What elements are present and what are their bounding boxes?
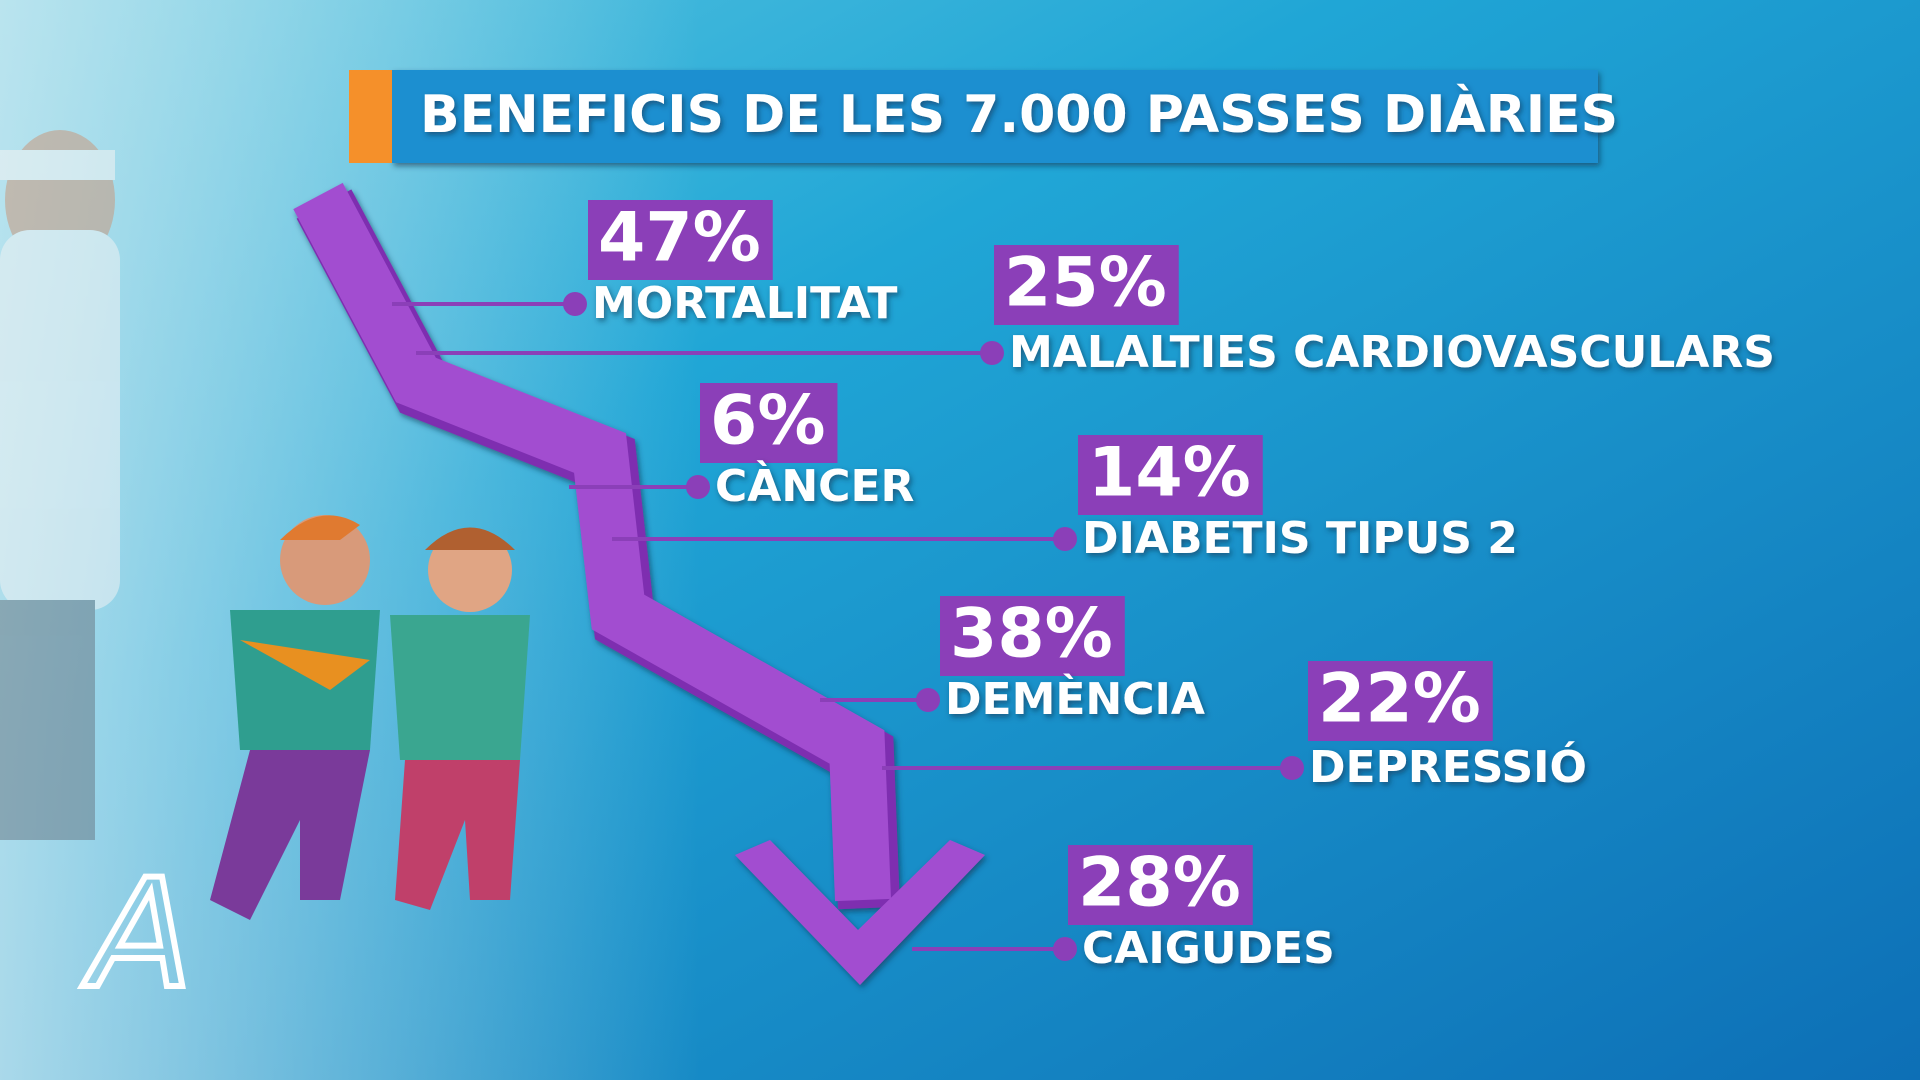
- benefit-item: 28%CAIGUDES: [912, 844, 1335, 974]
- benefit-label: CAIGUDES: [1082, 923, 1335, 974]
- percent-value: 47%: [598, 199, 761, 278]
- percent-box: [1078, 435, 1263, 515]
- percent-box: [588, 200, 773, 280]
- title: BENEFICIS DE LES 7.000 PASSES DIÀRIES: [420, 84, 1618, 145]
- title-bar: [392, 70, 1598, 163]
- benefit-label: MORTALITAT: [592, 278, 897, 329]
- benefit-label: DEMÈNCIA: [945, 672, 1205, 725]
- background-person: [0, 130, 120, 840]
- percent-value: 38%: [950, 595, 1113, 674]
- percent-box: [994, 245, 1179, 325]
- connector-dot: [1280, 756, 1304, 780]
- benefit-label: DIABETIS TIPUS 2: [1082, 513, 1518, 564]
- benefit-list: 47%MORTALITAT 25%MALALTIES CARDIOVASCULAR…: [392, 199, 1775, 974]
- percent-value: 28%: [1078, 844, 1241, 923]
- percent-box: [1068, 845, 1253, 925]
- title-accent: [349, 70, 392, 163]
- connector-dot: [980, 341, 1004, 365]
- percent-box: [700, 383, 838, 463]
- percent-value: 22%: [1318, 660, 1481, 739]
- benefit-item: 14%DIABETIS TIPUS 2: [612, 434, 1518, 564]
- benefit-item: 6%CÀNCER: [569, 382, 914, 512]
- percent-value: 6%: [710, 382, 825, 461]
- benefit-item: 22%DEPRESSIÓ: [882, 660, 1587, 793]
- benefit-label: MALALTIES CARDIOVASCULARS: [1009, 327, 1775, 378]
- channel-logo: A: [82, 848, 193, 1022]
- connector-dot: [916, 688, 940, 712]
- walkers-illustration: [210, 515, 530, 920]
- benefit-label: CÀNCER: [715, 459, 914, 512]
- connector-dot: [563, 292, 587, 316]
- connector-dot: [1053, 937, 1077, 961]
- percent-box: [940, 596, 1125, 676]
- percent-value: 14%: [1088, 434, 1251, 513]
- benefit-item: 25%MALALTIES CARDIOVASCULARS: [416, 244, 1775, 378]
- percent-value: 25%: [1004, 244, 1167, 323]
- benefit-item: 38%DEMÈNCIA: [820, 595, 1205, 725]
- connector-dot: [1053, 527, 1077, 551]
- benefit-label: DEPRESSIÓ: [1309, 740, 1587, 793]
- percent-box: [1308, 661, 1493, 741]
- benefit-item: 47%MORTALITAT: [392, 199, 897, 329]
- connector-dot: [686, 475, 710, 499]
